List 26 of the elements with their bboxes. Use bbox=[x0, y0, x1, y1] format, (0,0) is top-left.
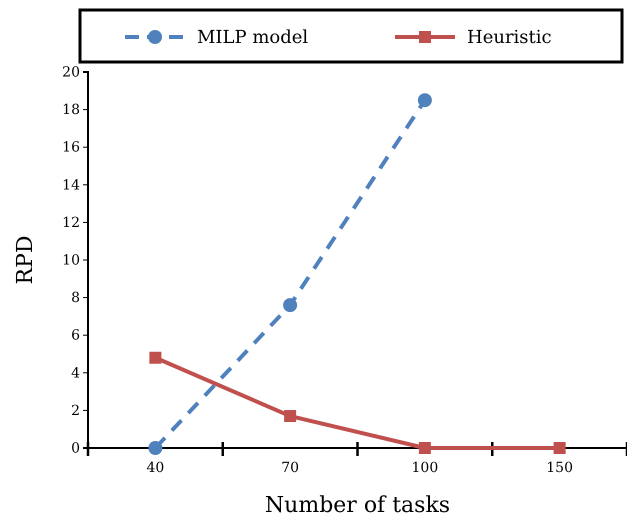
legend-label: Heuristic bbox=[467, 27, 552, 48]
y-tick-label: 10 bbox=[62, 252, 80, 268]
x-axis-title: Number of tasks bbox=[264, 493, 450, 518]
y-tick-label: 0 bbox=[71, 440, 80, 456]
x-tick-label: 150 bbox=[546, 460, 573, 476]
legend-label: MILP model bbox=[197, 27, 308, 48]
y-tick-label: 12 bbox=[62, 214, 80, 231]
x-tick-label: 70 bbox=[281, 460, 300, 476]
point bbox=[554, 442, 566, 454]
y-tick-label: 4 bbox=[71, 365, 80, 382]
point bbox=[148, 441, 162, 455]
y-tick-label: 2 bbox=[71, 402, 80, 419]
y-axis-title: RPD bbox=[13, 235, 38, 285]
y-tick-label: 20 bbox=[62, 64, 80, 80]
point bbox=[418, 442, 431, 454]
y-tick-label: 18 bbox=[62, 102, 80, 118]
point bbox=[149, 352, 162, 364]
x-tick-label: 40 bbox=[146, 460, 164, 476]
y-tick-label: 14 bbox=[62, 177, 80, 194]
point bbox=[283, 298, 298, 312]
x-tick-label: 100 bbox=[412, 460, 438, 476]
y-tick-label: 16 bbox=[62, 140, 80, 156]
y-tick-label: 6 bbox=[71, 328, 80, 344]
point bbox=[284, 410, 296, 422]
y-tick-label: 8 bbox=[71, 290, 80, 306]
point bbox=[418, 93, 432, 108]
